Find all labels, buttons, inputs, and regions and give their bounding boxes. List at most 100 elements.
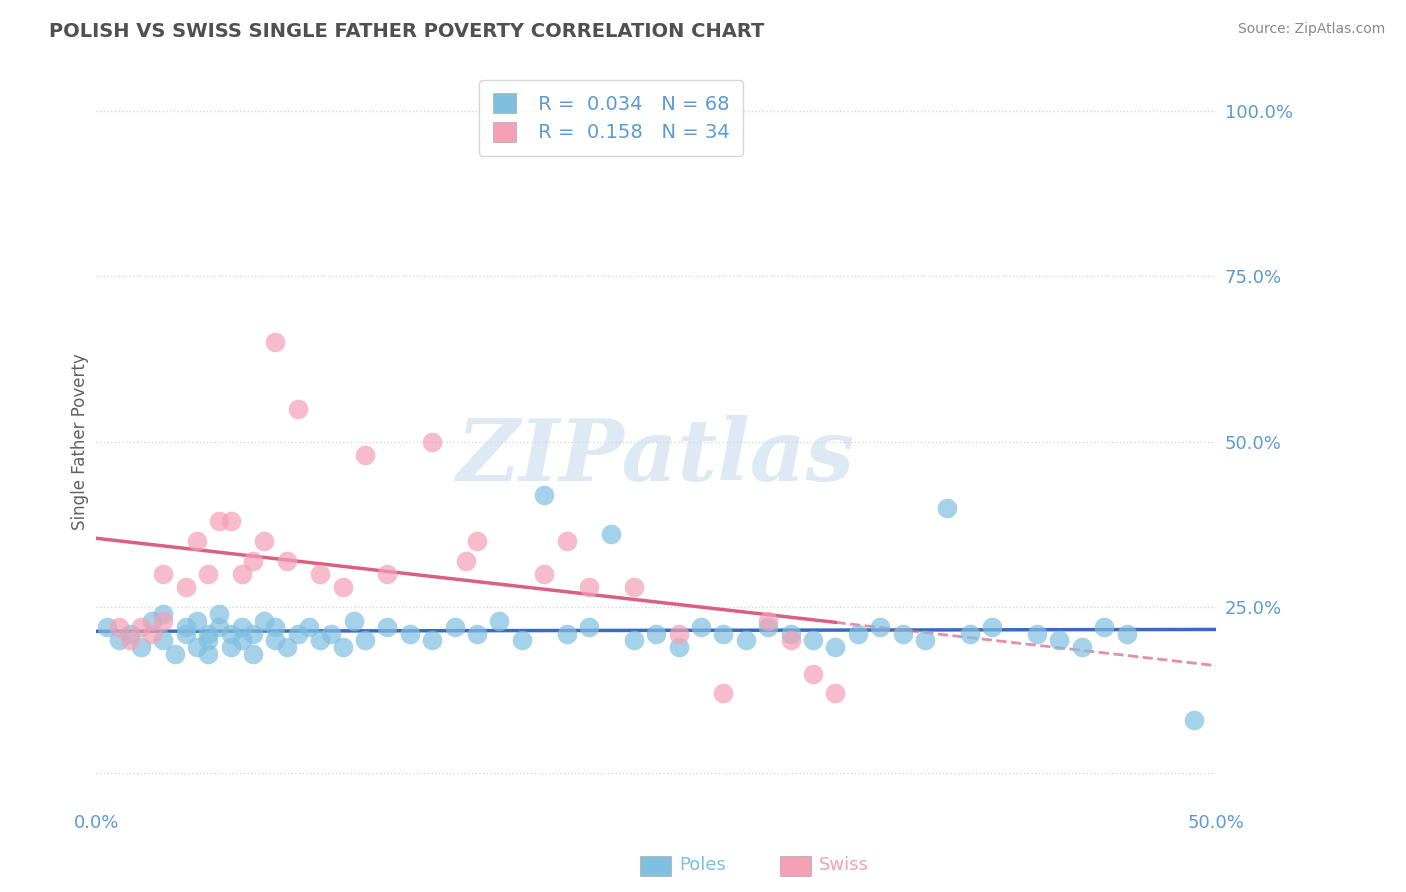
Point xyxy=(174,620,197,634)
Point xyxy=(287,627,309,641)
Point xyxy=(276,640,298,654)
Point xyxy=(555,627,578,641)
Point xyxy=(332,581,354,595)
Point xyxy=(219,627,242,641)
Point xyxy=(332,640,354,654)
Point xyxy=(208,620,231,634)
Point xyxy=(555,534,578,549)
Text: Poles: Poles xyxy=(679,856,727,874)
Point xyxy=(891,627,914,641)
Point xyxy=(1026,627,1049,641)
Point xyxy=(163,647,186,661)
Point xyxy=(152,567,174,582)
Point xyxy=(309,567,332,582)
Point xyxy=(690,620,713,634)
Point xyxy=(186,640,208,654)
Point xyxy=(645,627,668,641)
Point xyxy=(186,534,208,549)
Point xyxy=(118,627,141,641)
Point xyxy=(197,647,219,661)
Point xyxy=(174,627,197,641)
Point xyxy=(141,627,163,641)
Point xyxy=(756,620,779,634)
Point xyxy=(321,627,343,641)
Point xyxy=(208,607,231,621)
Legend:  R =  0.034   N = 68,  R =  0.158   N = 34: R = 0.034 N = 68, R = 0.158 N = 34 xyxy=(479,80,744,156)
Point xyxy=(623,633,645,648)
Point xyxy=(959,627,981,641)
Point xyxy=(152,607,174,621)
Text: ZIPatlas: ZIPatlas xyxy=(457,415,855,498)
Point xyxy=(141,614,163,628)
Point xyxy=(287,401,309,416)
Point xyxy=(197,567,219,582)
Point xyxy=(118,633,141,648)
Text: POLISH VS SWISS SINGLE FATHER POVERTY CORRELATION CHART: POLISH VS SWISS SINGLE FATHER POVERTY CO… xyxy=(49,22,765,41)
Point xyxy=(129,640,152,654)
Point xyxy=(253,534,276,549)
Text: Swiss: Swiss xyxy=(818,856,869,874)
Y-axis label: Single Father Poverty: Single Father Poverty xyxy=(72,353,89,530)
Point xyxy=(231,567,253,582)
Point xyxy=(264,335,287,350)
Point xyxy=(354,633,377,648)
Point xyxy=(107,620,129,634)
Point xyxy=(219,514,242,528)
Point xyxy=(152,633,174,648)
Point xyxy=(242,627,264,641)
Point xyxy=(1049,633,1071,648)
Point xyxy=(846,627,869,641)
Point xyxy=(734,633,756,648)
Point xyxy=(1115,627,1137,641)
Point xyxy=(174,581,197,595)
Point xyxy=(298,620,321,634)
Point xyxy=(801,633,824,648)
Point xyxy=(186,614,208,628)
Point xyxy=(264,633,287,648)
Point xyxy=(377,620,399,634)
Point xyxy=(779,627,801,641)
Point xyxy=(914,633,936,648)
Point xyxy=(600,527,623,541)
Point xyxy=(869,620,891,634)
Point xyxy=(668,627,690,641)
Point xyxy=(253,614,276,628)
Point xyxy=(231,620,253,634)
Point xyxy=(276,554,298,568)
Point xyxy=(465,627,488,641)
Point xyxy=(219,640,242,654)
Point xyxy=(465,534,488,549)
Point xyxy=(443,620,465,634)
Point xyxy=(377,567,399,582)
Point xyxy=(264,620,287,634)
Point xyxy=(713,686,735,700)
Point xyxy=(354,448,377,462)
Point xyxy=(129,620,152,634)
Point xyxy=(824,640,846,654)
Point xyxy=(668,640,690,654)
Point xyxy=(420,633,443,648)
Point xyxy=(801,666,824,681)
Point xyxy=(197,627,219,641)
Point xyxy=(1182,713,1205,727)
Point xyxy=(208,514,231,528)
Point xyxy=(107,633,129,648)
Point xyxy=(533,488,555,502)
Point xyxy=(824,686,846,700)
Point xyxy=(398,627,420,641)
Point xyxy=(578,620,600,634)
Point xyxy=(623,581,645,595)
Point xyxy=(488,614,510,628)
Point xyxy=(343,614,366,628)
Point xyxy=(242,554,264,568)
Point xyxy=(420,434,443,449)
Point xyxy=(713,627,735,641)
Point xyxy=(756,614,779,628)
Point xyxy=(533,567,555,582)
Point xyxy=(510,633,533,648)
Point xyxy=(96,620,118,634)
Point xyxy=(197,633,219,648)
Point xyxy=(231,633,253,648)
Point xyxy=(242,647,264,661)
Point xyxy=(1092,620,1115,634)
